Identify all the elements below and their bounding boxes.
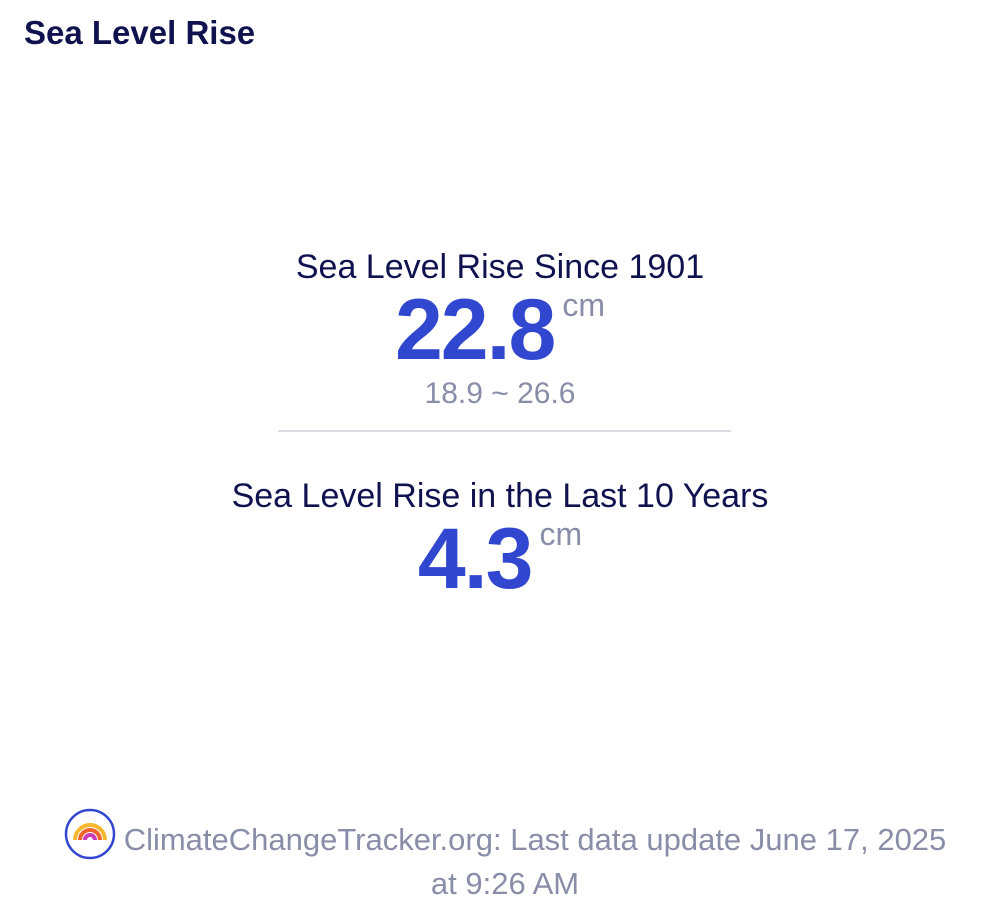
logo: [64, 808, 115, 860]
stat-unit: cm: [539, 516, 583, 552]
value-row: 22.8 cm: [0, 287, 1000, 373]
stat-value: 22.8: [394, 282, 556, 378]
value-row: 4.3 cm: [0, 516, 1000, 602]
stat-label: Sea Level Rise in the Last 10 Years: [231, 477, 769, 515]
stat: Sea Level Rise Since 1901 22.8 cm 18.9 ~…: [0, 248, 1000, 411]
stat: Sea Level Rise in the Last 10 Years 4.3 …: [0, 477, 1000, 602]
stat-label: Sea Level Rise Since 1901: [295, 248, 705, 286]
divider: [278, 430, 731, 432]
title: Sea Level Rise: [24, 14, 256, 51]
stat-value: 4.3: [417, 511, 534, 607]
footer: ClimateChangeTracker.org: Last data upda…: [60, 808, 950, 906]
stat-unit: cm: [562, 287, 606, 323]
stat-range: 18.9 ~ 26.6: [424, 377, 576, 410]
footer-text: ClimateChangeTracker.org: Last data upda…: [123, 822, 947, 901]
